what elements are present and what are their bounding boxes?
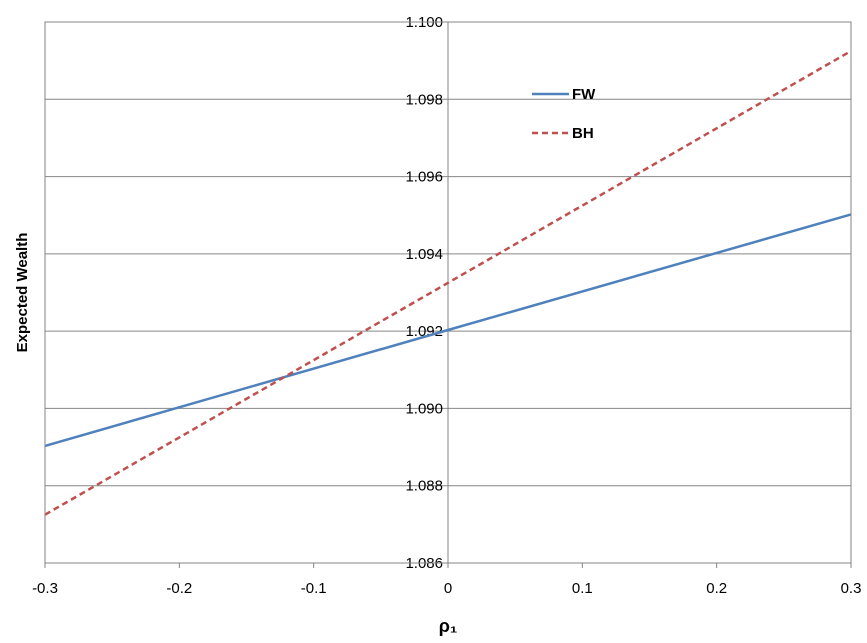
y-tick-label: 1.098 <box>405 91 443 108</box>
y-axis-title: Expected Wealth <box>14 233 31 353</box>
legend: FW BH <box>532 86 596 142</box>
y-tick-label: 1.096 <box>405 169 443 186</box>
x-tick-label: -0.2 <box>166 580 192 597</box>
x-tick-label: 0 <box>444 580 452 597</box>
y-tick-label: 1.092 <box>405 323 443 340</box>
series-line-fw <box>44 213 852 448</box>
series-line-bh <box>44 49 852 516</box>
y-tick-label: 1.088 <box>405 478 443 495</box>
x-tick-label: 0.2 <box>706 580 727 597</box>
x-tick-label: -0.1 <box>301 580 327 597</box>
legend-label-fw: FW <box>572 86 596 103</box>
gridlines <box>45 21 851 564</box>
series-lines <box>44 49 852 516</box>
x-tick-labels: -0.3 -0.2 -0.1 0 0.1 0.2 0.3 <box>32 563 861 597</box>
y-tick-label: 1.090 <box>405 400 443 417</box>
y-tick-label: 1.094 <box>405 246 443 263</box>
x-tick-label: -0.3 <box>32 580 58 597</box>
x-axis-title: ρ₁ <box>439 616 458 636</box>
x-tick-label: 0.3 <box>841 580 862 597</box>
legend-label-bh: BH <box>572 125 594 142</box>
plot-area-border <box>44 21 852 564</box>
x-tick-label: 0.1 <box>572 580 593 597</box>
